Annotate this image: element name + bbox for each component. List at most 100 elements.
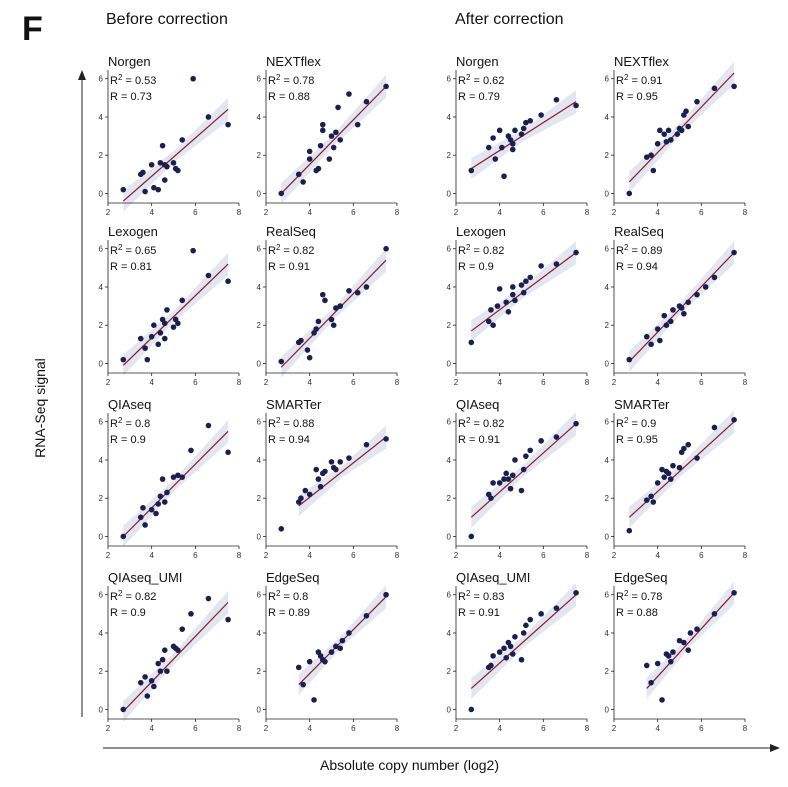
x-tick-label: 2 (612, 551, 617, 560)
y-tick-label: 6 (605, 75, 610, 84)
data-point (657, 337, 663, 344)
r2-label: R2 = 0.82 (110, 589, 156, 603)
data-point (148, 506, 155, 513)
x-tick-label: 8 (395, 724, 400, 733)
r2-label: R2 = 0.91 (616, 73, 662, 87)
data-point (678, 305, 685, 311)
data-point (661, 312, 668, 319)
y-tick-label: 4 (257, 629, 262, 638)
y-tick-label: 2 (99, 667, 104, 676)
x-tick-label: 4 (307, 378, 312, 387)
data-point (509, 146, 516, 153)
data-point (363, 612, 370, 619)
data-point (676, 637, 683, 644)
section-title-before: Before correction (106, 11, 228, 28)
y-tick-label: 4 (447, 113, 452, 122)
data-point (328, 316, 335, 323)
x-tick-label: 4 (307, 551, 312, 560)
y-tick-label: 2 (605, 321, 610, 330)
y-tick-label: 4 (99, 456, 104, 465)
data-point (159, 656, 166, 663)
data-point (205, 422, 212, 429)
data-point (573, 249, 579, 256)
x-tick-label: 2 (454, 208, 459, 217)
data-point (190, 247, 196, 254)
scatter-panel: QIAseq_UMI 0 2 4 6 2 4 6 8 R2 = 0.83 R = 0.91 (447, 570, 590, 733)
x-tick-label: 2 (264, 724, 269, 733)
data-point (643, 662, 650, 669)
data-point (190, 75, 196, 82)
data-point (346, 630, 352, 636)
data-point (490, 480, 496, 486)
y-tick-label: 0 (99, 532, 104, 541)
data-point (731, 83, 737, 90)
data-point (654, 140, 661, 147)
r2-label: R2 = 0.9 (616, 416, 656, 430)
scatter-panel: SMARTer 0 2 4 6 2 4 6 8 R2 = 0.9 R = 0.95 (605, 397, 748, 560)
fit-line (122, 430, 229, 537)
scatter-panel: Norgen 0 2 4 6 2 4 6 8 R2 = 0.53 R = 0.73 (99, 54, 242, 217)
data-point (120, 533, 127, 540)
data-point (538, 112, 544, 118)
data-point (661, 131, 668, 137)
panel-title: EdgeSeq (614, 570, 668, 585)
data-point (363, 441, 370, 448)
data-point (665, 470, 672, 477)
x-tick-label: 6 (351, 208, 356, 217)
data-point (306, 658, 313, 665)
data-point (137, 335, 144, 342)
y-tick-label: 4 (447, 283, 452, 292)
data-point (643, 154, 650, 160)
x-tick-label: 6 (699, 208, 704, 217)
x-tick-label: 6 (193, 378, 198, 387)
fit-line (298, 436, 387, 507)
data-point (153, 510, 159, 517)
panel-title: NEXTflex (614, 54, 669, 69)
scatter-panel: Norgen 0 2 4 6 2 4 6 8 R2 = 0.62 R = 0.79 (447, 54, 590, 217)
data-point (319, 127, 326, 134)
x-tick-label: 8 (743, 551, 748, 560)
data-point (731, 249, 737, 256)
data-point (142, 522, 148, 528)
panel-title: NEXTflex (266, 54, 321, 69)
data-point (339, 637, 346, 644)
x-tick-label: 6 (699, 551, 704, 560)
data-point (175, 320, 181, 327)
x-tick-label: 8 (743, 724, 748, 733)
x-tick-label: 8 (237, 724, 242, 733)
data-point (311, 697, 317, 703)
data-point (573, 102, 579, 109)
x-tick-label: 8 (237, 551, 242, 560)
data-point (520, 125, 527, 132)
x-tick-label: 4 (655, 551, 660, 560)
y-tick-label: 4 (605, 456, 610, 465)
data-point (490, 653, 496, 659)
data-point (326, 156, 333, 162)
data-point (665, 653, 672, 659)
data-point (527, 274, 534, 281)
data-point (670, 307, 676, 313)
scatter-panel: QIAseq_UMI 0 2 4 6 2 4 6 8 R2 = 0.82 R = 0.9 (99, 570, 242, 733)
data-point (665, 127, 672, 134)
y-tick-label: 0 (447, 189, 452, 198)
r2-label: R2 = 0.82 (268, 243, 314, 257)
r-label: R = 0.9 (110, 607, 146, 619)
data-point (527, 117, 534, 124)
data-point (509, 291, 516, 298)
data-point (383, 436, 389, 442)
data-point (155, 186, 162, 193)
data-point (731, 590, 737, 596)
data-point (553, 96, 560, 103)
data-point (333, 466, 339, 473)
data-point (170, 160, 177, 166)
panel-title: Norgen (108, 54, 151, 69)
r2-label: R2 = 0.53 (110, 73, 156, 87)
data-point (354, 289, 361, 296)
y-tick-label: 6 (605, 591, 610, 600)
data-point (140, 169, 146, 176)
data-point (468, 339, 475, 346)
fit-line (122, 601, 229, 712)
panel-title: RealSeq (614, 224, 664, 239)
data-point (681, 310, 687, 317)
